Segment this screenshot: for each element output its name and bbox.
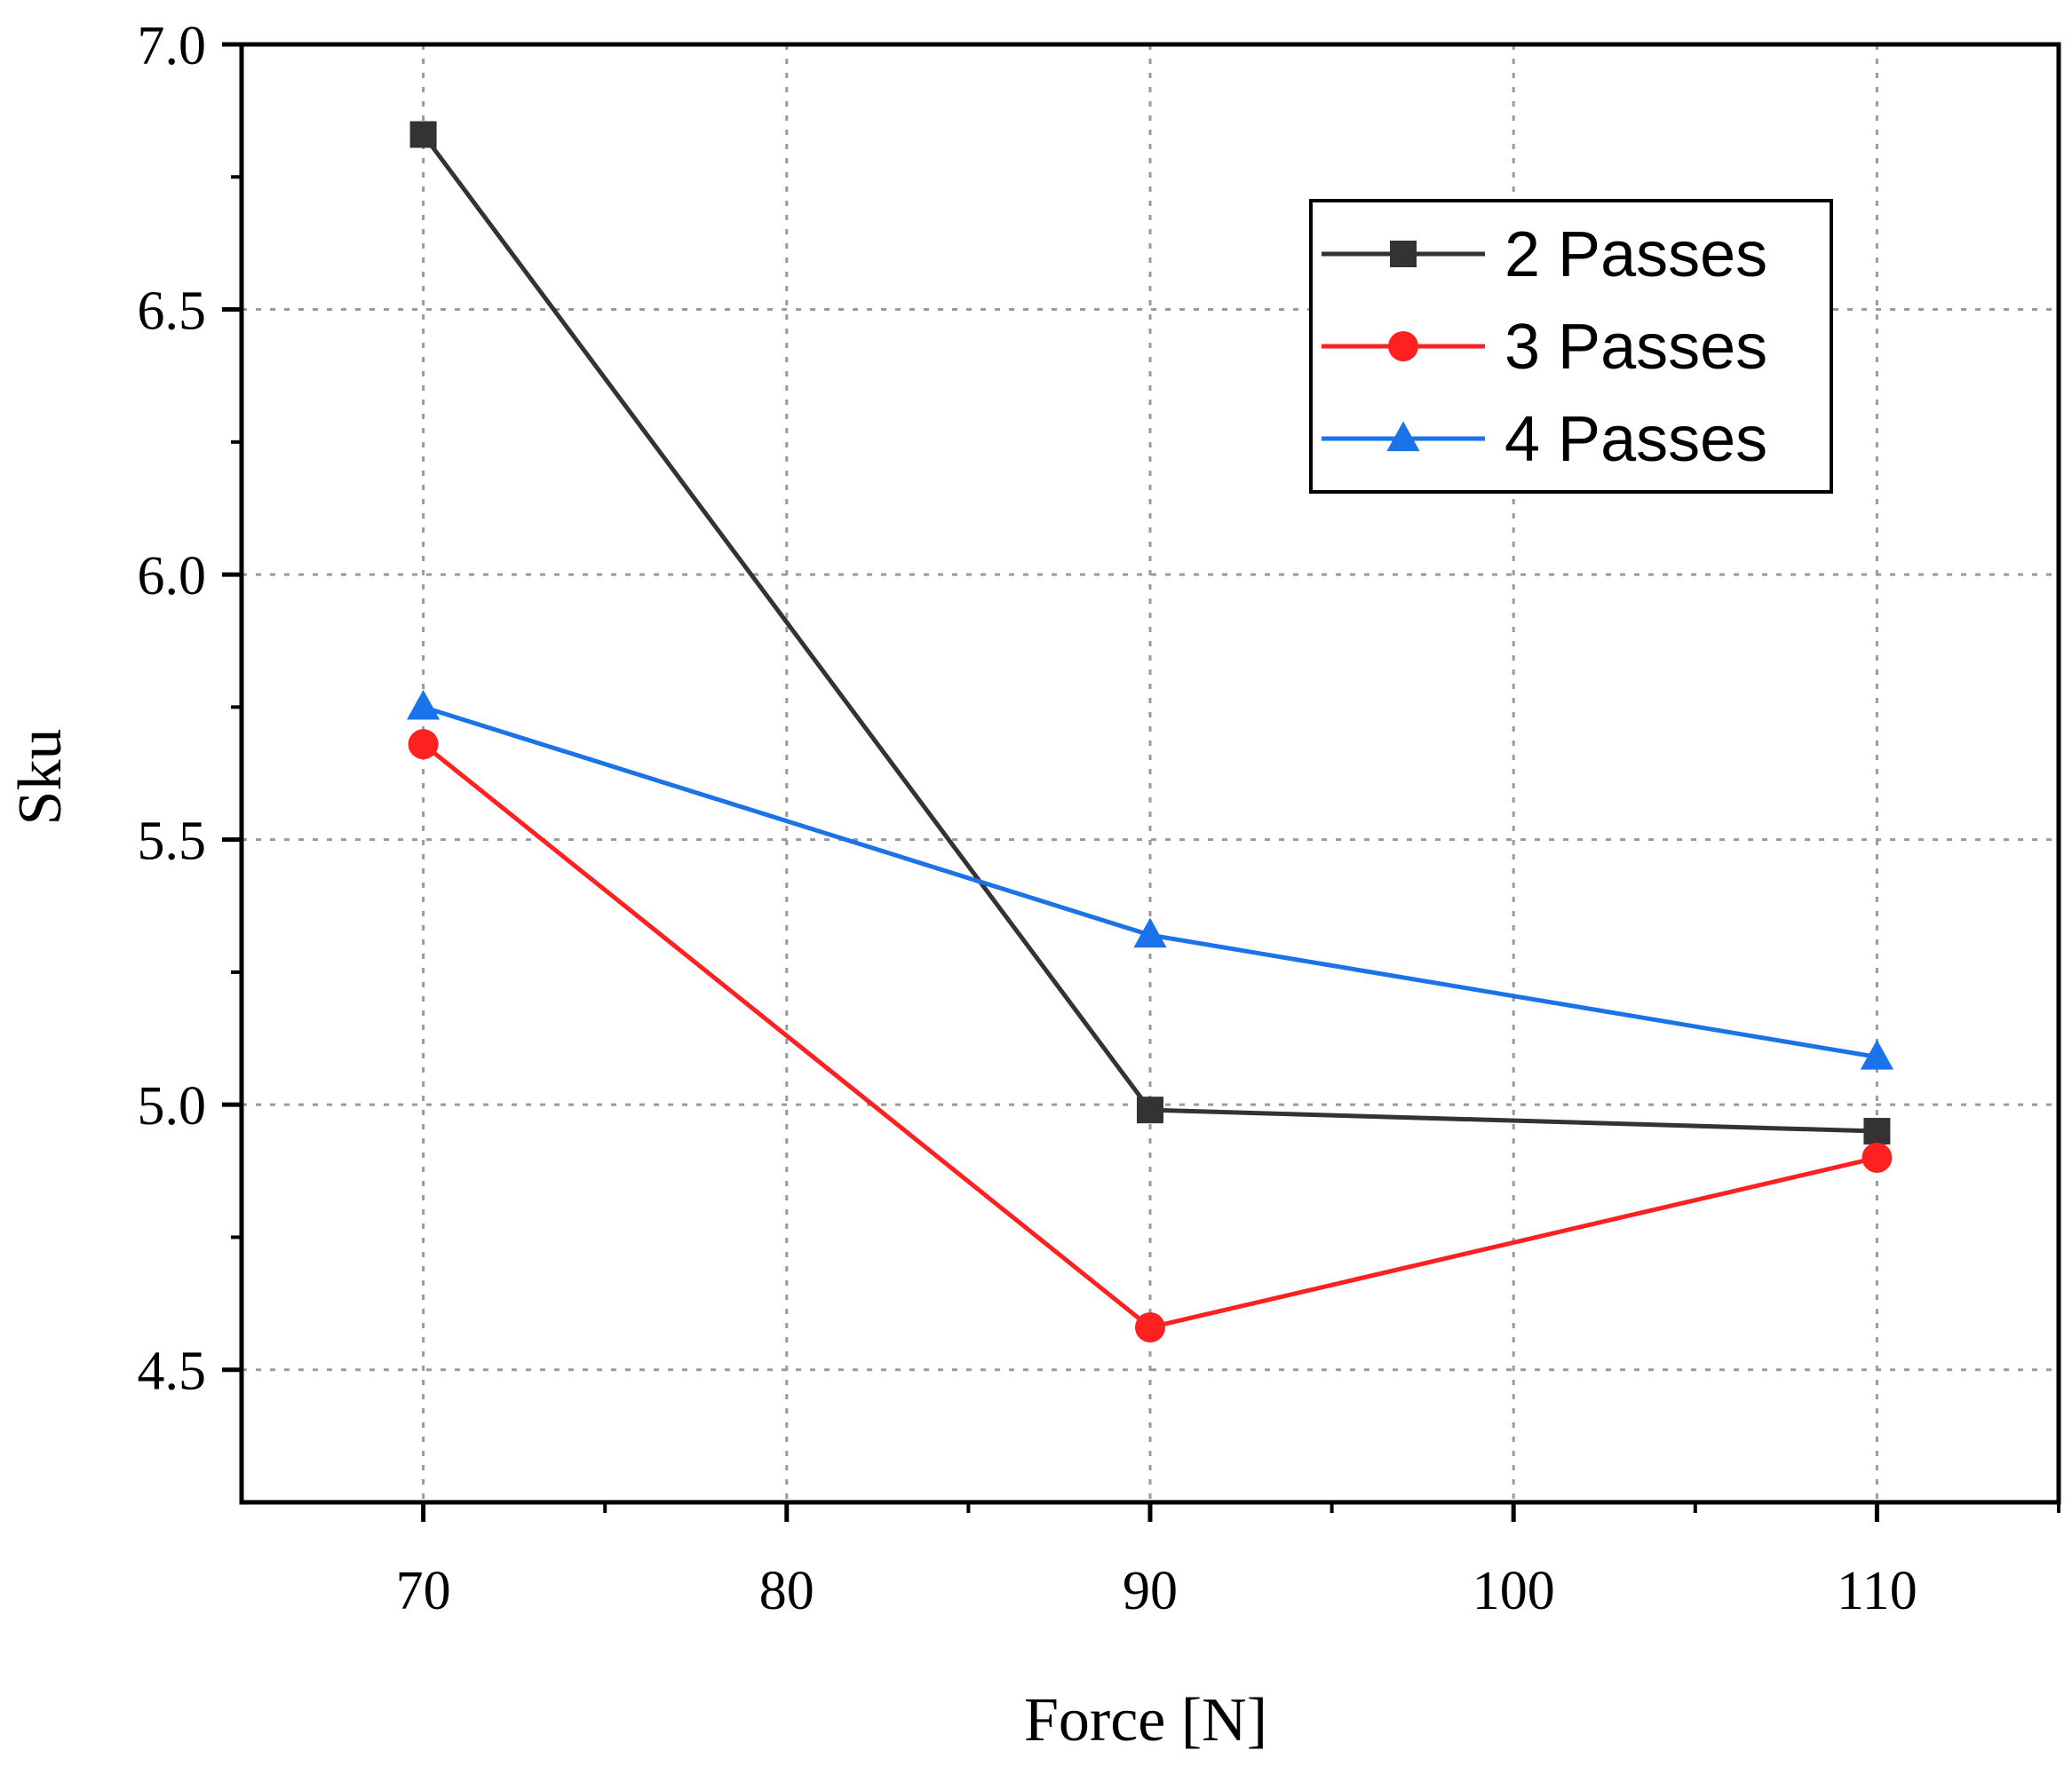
legend-marker [1388, 331, 1418, 361]
axes: 70 80 90 100 110 4.5 5.0 5.5 6.0 6.5 7.0 [138, 16, 2061, 1621]
legend-marker [1386, 421, 1420, 452]
y-tick-label: 5.5 [138, 812, 207, 872]
legend-label: 3 Passes [1504, 312, 1767, 383]
x-tick-label: 70 [396, 1561, 451, 1621]
legend-label: 2 Passes [1504, 219, 1767, 290]
data-markers [407, 121, 1893, 1342]
x-tick-label: 90 [1123, 1561, 1178, 1621]
data-point [408, 729, 439, 760]
data-point [407, 689, 441, 720]
x-axis-title: Force [N] [1024, 1686, 1267, 1754]
legend: 2 Passes 3 Passes 4 Passes [1309, 199, 1833, 494]
data-point [1860, 1039, 1893, 1070]
data-point [1133, 917, 1167, 948]
y-tick-label: 7.0 [138, 16, 207, 76]
legend-label: 4 Passes [1504, 404, 1767, 475]
x-tick-label: 100 [1473, 1561, 1555, 1621]
data-point [1137, 1097, 1163, 1124]
y-tick-label: 4.5 [138, 1342, 207, 1402]
y-axis-title: Sku [6, 729, 75, 826]
x-tick-label: 80 [759, 1561, 814, 1621]
data-point [1135, 1311, 1165, 1342]
data-point [1862, 1142, 1893, 1173]
x-tick-label: 110 [1837, 1561, 1917, 1621]
y-tick-label: 6.0 [138, 546, 207, 606]
y-tick-label: 5.0 [138, 1076, 207, 1137]
data-point [409, 121, 437, 148]
legend-marker [1390, 241, 1417, 267]
data-point [1863, 1118, 1891, 1145]
y-tick-label: 6.5 [138, 281, 207, 342]
